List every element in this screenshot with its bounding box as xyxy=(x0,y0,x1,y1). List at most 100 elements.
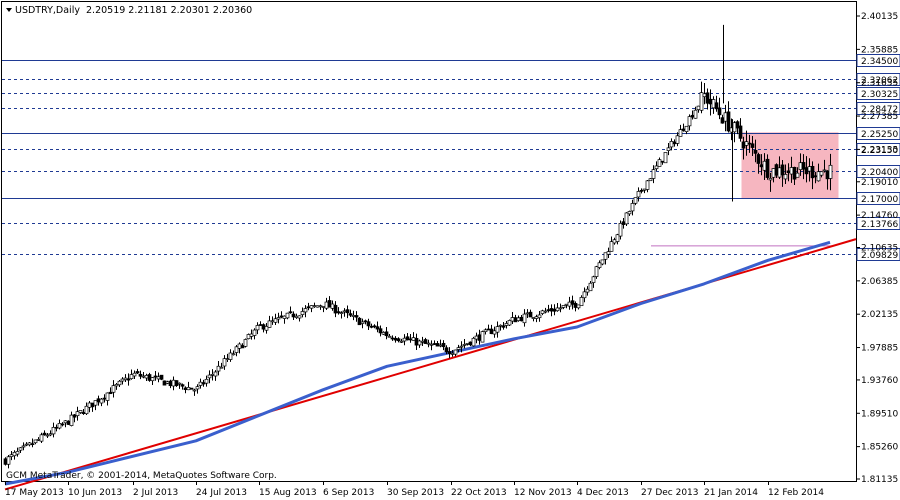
level-price-box xyxy=(856,73,900,86)
candle-body xyxy=(270,320,275,323)
candle-body xyxy=(165,381,170,384)
collapse-triangle-icon[interactable] xyxy=(6,8,12,12)
candle-body xyxy=(180,384,185,387)
candle-body xyxy=(435,343,440,347)
candle-body xyxy=(390,337,395,340)
candle-body xyxy=(276,317,281,320)
candle-body xyxy=(234,346,239,353)
candle-body xyxy=(381,332,386,335)
candle-body xyxy=(243,339,248,347)
candle-body xyxy=(90,402,95,408)
candle-body xyxy=(711,99,716,109)
y-axis-tick-label: 1.81135 xyxy=(861,475,898,485)
x-axis-tick-label: 4 Dec 2013 xyxy=(577,488,629,498)
level-price-box xyxy=(856,165,900,178)
candle-body xyxy=(264,326,269,331)
candle-body xyxy=(96,398,101,403)
candle-body xyxy=(441,342,446,348)
candle-body xyxy=(354,315,359,318)
candle-body xyxy=(228,352,233,360)
level-price-box xyxy=(856,127,900,140)
candle-body xyxy=(588,282,593,292)
candle-body xyxy=(336,311,341,314)
candle-body xyxy=(195,386,200,390)
y-axis-tick-label: 2.06385 xyxy=(861,277,898,287)
candle-body xyxy=(378,328,383,334)
x-axis-tick-label: 17 May 2013 xyxy=(5,488,64,498)
candle-body xyxy=(768,178,773,181)
plot-area[interactable] xyxy=(1,1,857,482)
candle-body xyxy=(198,381,203,386)
consolidation-range-box[interactable] xyxy=(741,132,839,199)
candle-body xyxy=(486,328,491,331)
candle-body xyxy=(810,165,815,179)
candle-body xyxy=(690,114,695,118)
candle-body xyxy=(585,288,590,293)
candle-body xyxy=(183,387,188,391)
candle-body xyxy=(348,313,353,316)
moving-average-line[interactable] xyxy=(4,240,831,486)
level-price-label: 2.13766 xyxy=(861,220,898,230)
level-price-box xyxy=(856,192,900,205)
candle-body xyxy=(417,340,422,346)
level-price-box xyxy=(856,102,900,115)
candle-body xyxy=(816,171,821,182)
candle-body xyxy=(546,309,551,311)
candle-body xyxy=(147,374,152,381)
candle-body xyxy=(432,343,437,345)
candle-body xyxy=(372,325,377,328)
candle-body xyxy=(105,392,110,401)
x-axis-tick-label: 12 Nov 2013 xyxy=(514,488,572,498)
candle-body xyxy=(669,141,674,148)
candle-body xyxy=(252,329,257,336)
y-axis-tick-label: 1.85260 xyxy=(861,443,898,453)
level-price-label: 2.09829 xyxy=(861,251,898,261)
candle-body xyxy=(405,336,410,341)
candle-body xyxy=(450,352,455,355)
candle-body xyxy=(330,303,335,309)
candle-body xyxy=(21,445,26,448)
candle-body xyxy=(225,358,230,360)
candle-body xyxy=(600,259,605,265)
candle-body xyxy=(300,311,305,315)
candle-body xyxy=(642,188,647,191)
candle-body xyxy=(753,149,758,154)
y-axis-tick-label: 2.27385 xyxy=(861,112,898,122)
level-price-label: 2.34500 xyxy=(861,57,898,67)
candle-body xyxy=(723,112,728,122)
candle-body xyxy=(456,347,461,350)
candle-body xyxy=(828,164,833,179)
candle-body xyxy=(564,303,569,306)
candle-body xyxy=(531,317,536,319)
level-price-label: 2.17000 xyxy=(861,195,898,205)
candle-body xyxy=(384,331,389,337)
candle-body xyxy=(459,345,464,348)
candle-body xyxy=(822,169,827,172)
candle-body xyxy=(552,308,557,312)
candle-body xyxy=(210,374,215,376)
candle-body xyxy=(708,98,713,105)
candle-body xyxy=(645,180,650,190)
candle-body xyxy=(237,343,242,349)
candle-body xyxy=(123,377,128,381)
candle-body xyxy=(438,344,443,347)
x-axis-tick-label: 27 Dec 2013 xyxy=(641,488,699,498)
candle-body xyxy=(738,125,743,139)
candle-body xyxy=(714,102,719,110)
y-axis-tick-label: 2.10635 xyxy=(861,244,898,254)
candle-body xyxy=(666,147,671,151)
candle-body xyxy=(357,317,362,326)
y-axis-tick-label: 2.31635 xyxy=(861,79,898,89)
candle-body xyxy=(735,121,740,129)
candle-body xyxy=(573,303,578,308)
candle-body xyxy=(591,276,596,283)
candle-body xyxy=(267,320,272,328)
y-axis-tick-label: 1.89510 xyxy=(861,409,898,419)
candle-body xyxy=(204,378,209,384)
candle-body xyxy=(72,414,77,418)
candle-body xyxy=(633,197,638,204)
candle-body xyxy=(765,158,770,178)
candle-body xyxy=(672,141,677,145)
